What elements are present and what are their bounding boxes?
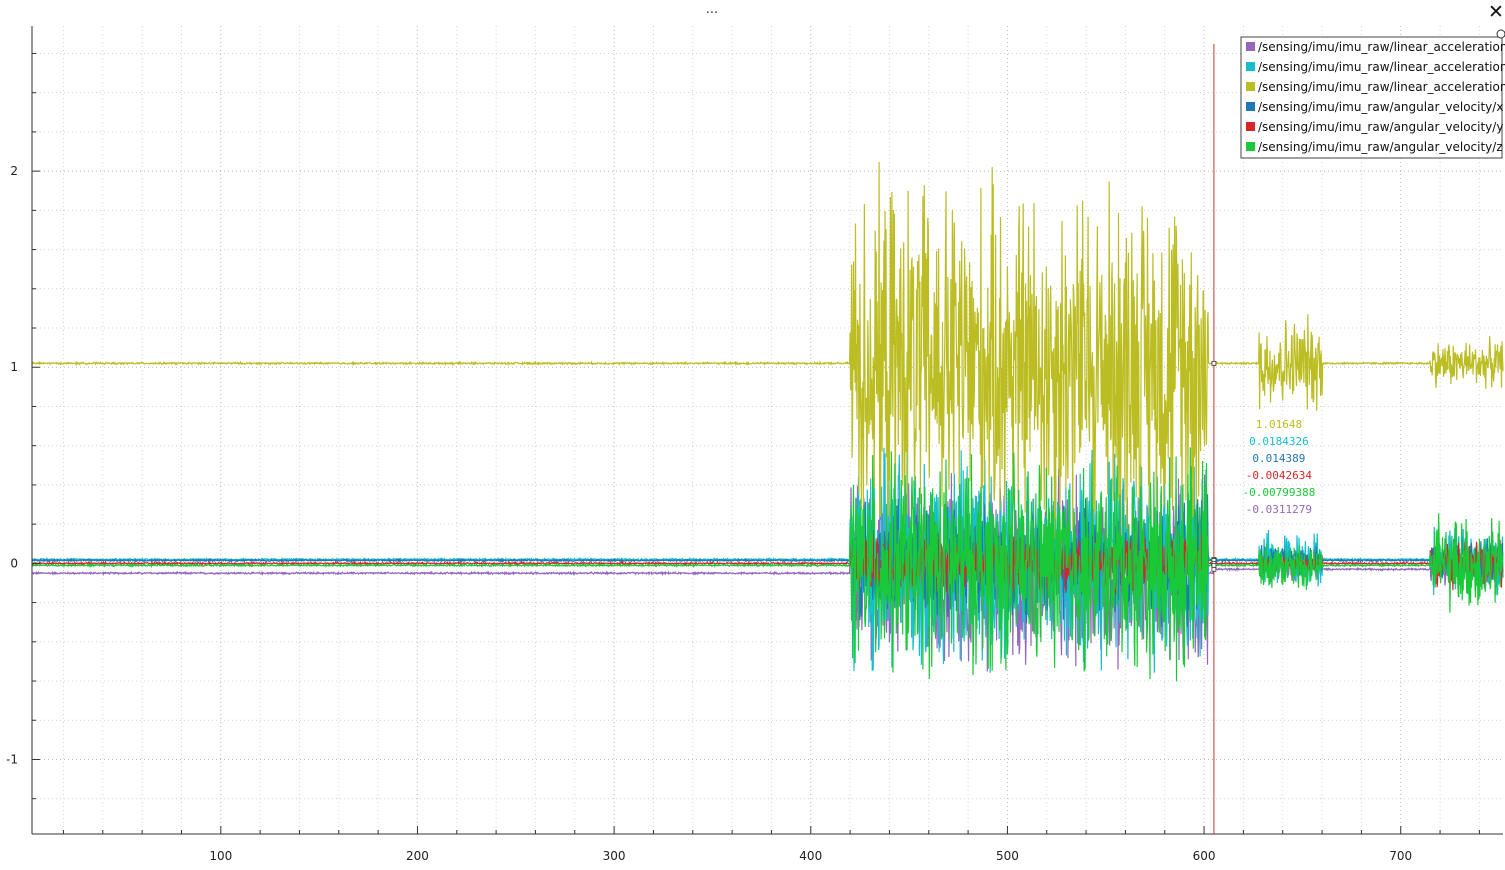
legend-swatch	[1246, 82, 1255, 91]
legend-label: /sensing/imu/imu_raw/angular_velocity/x	[1258, 100, 1503, 114]
legend-swatch	[1246, 42, 1255, 51]
legend-swatch	[1246, 102, 1255, 111]
legend-swatch	[1246, 142, 1255, 151]
legend-label: /sensing/imu/imu_raw/angular_velocity/z	[1258, 140, 1503, 154]
y-tick-label: 1	[10, 360, 18, 374]
y-tick-label: -1	[6, 752, 18, 766]
y-tick-label: 0	[10, 556, 18, 570]
legend-resize-handle[interactable]	[1496, 29, 1505, 39]
legend-label: /sensing/imu/imu_raw/angular_velocity/y	[1258, 120, 1503, 134]
legend-entry-3[interactable]: /sensing/imu/imu_raw/linear_acceleration…	[1246, 80, 1505, 94]
cursor-readout-2: 0.0184326	[1249, 435, 1309, 448]
cursor-marker	[1211, 562, 1217, 568]
legend-entry-1[interactable]: /sensing/imu/imu_raw/linear_acceleration…	[1246, 40, 1505, 54]
cursor-overlay[interactable]: 1.01648 0.0184326 0.014389 -0.0042634 -0.007…	[1211, 44, 1315, 834]
x-tick-label: 300	[603, 849, 626, 863]
cursor-readout-3: 0.014389	[1252, 452, 1305, 465]
series-line-5	[31, 530, 1504, 595]
cursor-readout-5: -0.00799388	[1242, 486, 1315, 499]
y-tick-label: 2	[10, 164, 18, 178]
x-tick-label: 500	[996, 849, 1019, 863]
x-tick-label: 100	[209, 849, 232, 863]
cursor-readout-4: -0.0042634	[1246, 469, 1313, 482]
legend-box	[1240, 36, 1503, 159]
legend-label: /sensing/imu/imu_raw/linear_acceleration…	[1258, 80, 1505, 94]
close-icon[interactable]: ✕	[1488, 1, 1504, 23]
cursor-readout-6: -0.0311279	[1246, 503, 1312, 516]
x-tick-label: 600	[1193, 849, 1216, 863]
series-lines	[31, 161, 1504, 682]
x-tick-label: 700	[1389, 849, 1412, 863]
series-line-1	[31, 468, 1504, 672]
legend-label: /sensing/imu/imu_raw/linear_acceleration…	[1258, 60, 1505, 74]
legend-swatch	[1246, 62, 1255, 71]
legend-label: /sensing/imu/imu_raw/linear_acceleration…	[1258, 40, 1505, 54]
x-tick-label: 400	[799, 849, 822, 863]
cursor-readout-1: 1.01648	[1256, 418, 1302, 431]
series-line-4	[31, 494, 1504, 628]
cursor-marker	[1211, 360, 1217, 366]
series-line-3	[31, 161, 1504, 557]
legend-entry-5[interactable]: /sensing/imu/imu_raw/angular_velocity/y	[1246, 120, 1503, 134]
legend-swatch	[1246, 122, 1255, 131]
legend-entry-4[interactable]: /sensing/imu/imu_raw/angular_velocity/x	[1246, 100, 1503, 114]
legend-entry-6[interactable]: /sensing/imu/imu_raw/angular_velocity/z	[1246, 140, 1503, 154]
chart-axes: 100 200 300 400 500 600 700 -1 0 1 2	[6, 26, 1503, 863]
panel-drag-handle[interactable]: ...	[705, 2, 719, 17]
cursor-marker	[1211, 566, 1217, 572]
series-line-6	[31, 447, 1504, 682]
legend-entry-2[interactable]: /sensing/imu/imu_raw/linear_acceleration…	[1246, 60, 1505, 74]
x-tick-label: 200	[406, 849, 429, 863]
legend[interactable]: /sensing/imu/imu_raw/linear_acceleration…	[1240, 29, 1505, 159]
